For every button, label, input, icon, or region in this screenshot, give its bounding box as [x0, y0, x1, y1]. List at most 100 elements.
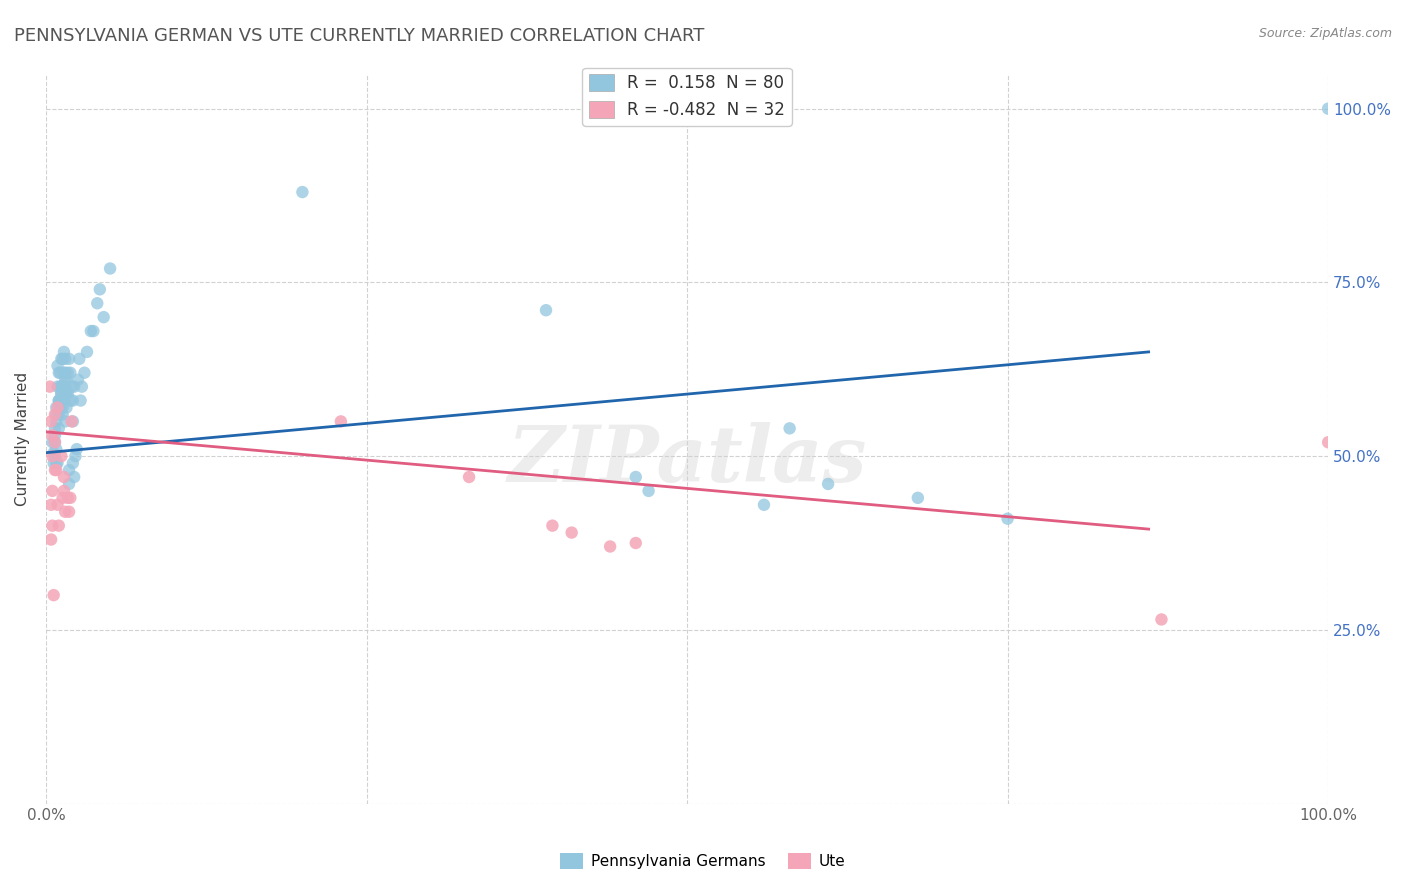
Point: [93, 310, 115, 325]
Point: [39, 414, 62, 428]
Point: [60, 379, 83, 393]
Point: [52, 351, 75, 366]
Point: [65, 449, 87, 463]
Point: [42, 588, 65, 602]
Point: [44, 408, 66, 422]
Point: [59, 491, 82, 505]
Point: [82, 324, 104, 338]
Point: [52, 379, 75, 393]
Point: [66, 442, 89, 457]
Point: [48, 421, 70, 435]
Point: [58, 477, 80, 491]
Point: [1317, 102, 1340, 116]
Point: [779, 421, 801, 435]
Text: ZIPatlas: ZIPatlas: [508, 423, 866, 499]
Point: [997, 511, 1019, 525]
Point: [51, 386, 73, 401]
Point: [44, 435, 66, 450]
Point: [51, 449, 73, 463]
Point: [51, 379, 73, 393]
Point: [52, 408, 75, 422]
Point: [56, 386, 79, 401]
Point: [46, 498, 69, 512]
Point: [62, 456, 84, 470]
Text: Source: ZipAtlas.com: Source: ZipAtlas.com: [1258, 27, 1392, 40]
Point: [44, 421, 66, 435]
Point: [541, 518, 564, 533]
Point: [39, 498, 62, 512]
Point: [48, 518, 70, 533]
Point: [51, 351, 73, 366]
Point: [66, 373, 89, 387]
Point: [624, 470, 647, 484]
Point: [55, 386, 77, 401]
Point: [53, 386, 76, 401]
Point: [49, 379, 72, 393]
Point: [76, 345, 98, 359]
Point: [49, 401, 72, 415]
Point: [41, 428, 63, 442]
Point: [1150, 612, 1173, 626]
Point: [41, 449, 63, 463]
Point: [69, 393, 91, 408]
Point: [45, 414, 67, 428]
Point: [70, 379, 93, 393]
Point: [45, 442, 67, 457]
Point: [73, 366, 96, 380]
Point: [44, 435, 66, 450]
Point: [52, 345, 75, 359]
Point: [67, 351, 90, 366]
Point: [80, 324, 103, 338]
Point: [46, 401, 69, 415]
Point: [89, 282, 111, 296]
Point: [52, 401, 75, 415]
Point: [53, 351, 76, 366]
Point: [752, 498, 775, 512]
Point: [56, 366, 79, 380]
Point: [48, 408, 70, 422]
Point: [599, 540, 621, 554]
Point: [48, 366, 70, 380]
Legend: Pennsylvania Germans, Ute: Pennsylvania Germans, Ute: [554, 847, 852, 875]
Point: [45, 456, 67, 470]
Point: [62, 414, 84, 428]
Point: [817, 477, 839, 491]
Point: [59, 366, 82, 380]
Point: [1317, 435, 1340, 450]
Y-axis label: Currently Married: Currently Married: [15, 372, 30, 506]
Point: [41, 435, 63, 450]
Point: [52, 366, 75, 380]
Point: [49, 366, 72, 380]
Point: [46, 379, 69, 393]
Point: [49, 393, 72, 408]
Point: [45, 463, 67, 477]
Point: [458, 470, 481, 484]
Point: [53, 379, 76, 393]
Point: [45, 401, 67, 415]
Point: [624, 536, 647, 550]
Point: [55, 401, 77, 415]
Point: [48, 393, 70, 408]
Point: [291, 185, 314, 199]
Point: [41, 483, 63, 498]
Point: [44, 449, 66, 463]
Point: [51, 386, 73, 401]
Point: [52, 491, 75, 505]
Point: [44, 428, 66, 442]
Point: [62, 393, 84, 408]
Point: [53, 366, 76, 380]
Point: [98, 261, 121, 276]
Point: [45, 408, 67, 422]
Point: [63, 379, 86, 393]
Point: [58, 505, 80, 519]
Point: [48, 393, 70, 408]
Point: [46, 456, 69, 470]
Point: [58, 351, 80, 366]
Point: [86, 296, 108, 310]
Point: [637, 483, 659, 498]
Point: [63, 470, 86, 484]
Point: [46, 359, 69, 373]
Point: [42, 456, 65, 470]
Point: [52, 483, 75, 498]
Point: [53, 373, 76, 387]
